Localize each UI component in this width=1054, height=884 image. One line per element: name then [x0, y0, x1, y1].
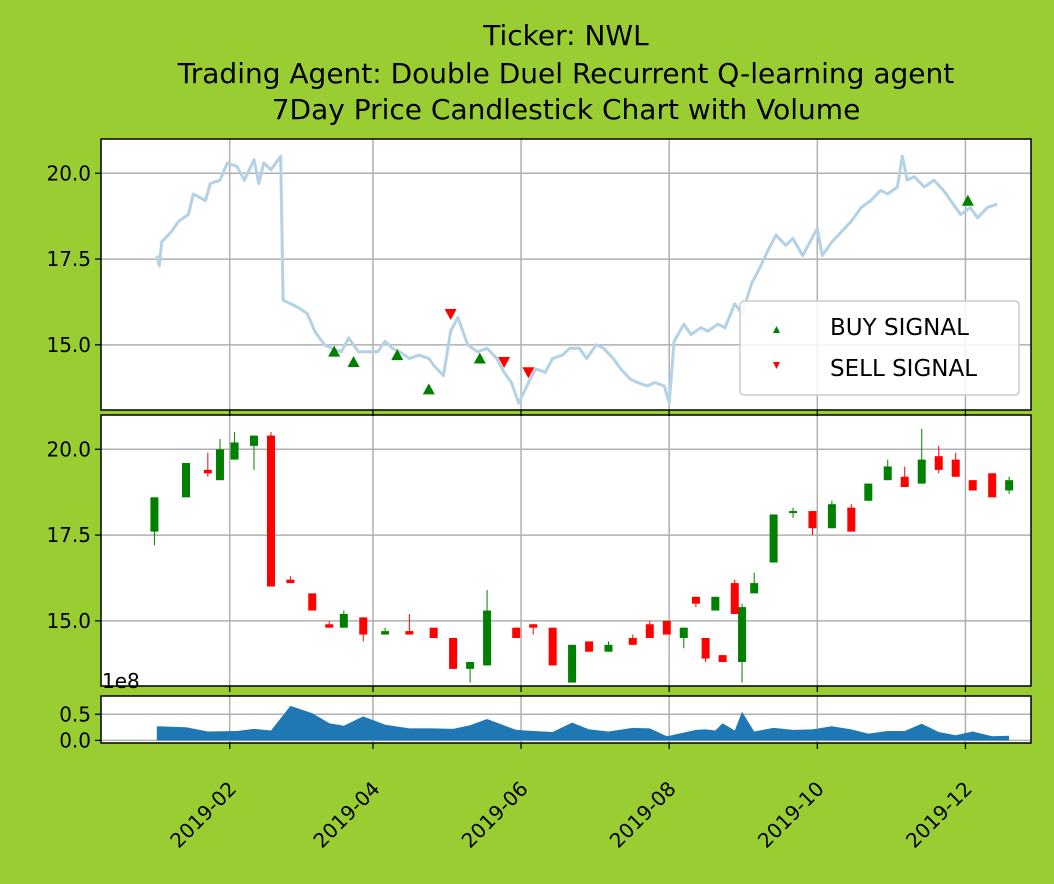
candle-body — [662, 620, 671, 635]
candlestick-panel — [150, 428, 1014, 683]
candle-body — [711, 596, 720, 611]
price-panel — [155, 154, 998, 405]
price-panel-frame — [100, 138, 1032, 411]
legend-sell-marker — [773, 362, 780, 369]
y-tick-label: 20.0 — [46, 161, 91, 185]
volume-y-tick-label: 0.0 — [59, 728, 91, 752]
signal-markers — [328, 194, 974, 395]
y-tick-label: 15.0 — [46, 609, 91, 633]
legend-buy-label: BUY SIGNAL — [830, 315, 969, 341]
candle-body — [449, 637, 458, 669]
sell-signal-marker — [498, 356, 511, 368]
candle-body — [150, 497, 159, 532]
legend-sell-label: SELL SIGNAL — [830, 356, 977, 382]
candle-body — [900, 476, 909, 488]
candle-body — [1005, 480, 1014, 491]
candle-body — [769, 514, 778, 563]
y-tick-label: 15.0 — [46, 333, 91, 357]
candle-body — [988, 473, 997, 498]
chart-title-line2: Trading Agent: Double Duel Recurrent Q-l… — [177, 57, 954, 90]
candle-body — [604, 644, 613, 652]
buy-signal-marker — [422, 383, 435, 395]
candle-body — [808, 511, 817, 529]
candle-body — [645, 624, 654, 638]
candle-body — [951, 459, 960, 477]
candle-body — [483, 610, 492, 666]
volume-offset-label: 1e8 — [102, 669, 140, 693]
volume-y-tick-label: 0.5 — [59, 702, 91, 726]
candle-body — [847, 507, 856, 532]
chart-title-line1: Ticker: NWL — [482, 19, 649, 52]
candle-body — [249, 435, 258, 446]
volume-panel — [156, 705, 1010, 741]
candle-body — [679, 627, 688, 638]
candle-body — [789, 511, 798, 514]
buy-signal-marker — [391, 349, 404, 361]
candle-body — [230, 442, 239, 460]
y-tick-label: 20.0 — [46, 437, 91, 461]
candle-body — [827, 504, 836, 529]
sell-signal-marker — [444, 308, 457, 320]
volume-panel-frame — [100, 695, 1032, 744]
candle-body — [215, 449, 224, 481]
candle-body — [934, 456, 943, 470]
candle-body — [203, 469, 212, 474]
candle-body — [429, 627, 438, 638]
legend: BUY SIGNAL SELL SIGNAL — [739, 300, 1020, 396]
candle-body — [718, 655, 727, 662]
candle-body — [691, 596, 700, 604]
legend-box — [739, 300, 1020, 396]
candle-body — [585, 641, 594, 652]
candle-body — [359, 617, 368, 635]
candle-body — [548, 627, 557, 666]
candle-body — [405, 631, 414, 635]
candle-body — [286, 579, 295, 584]
buy-signal-marker — [961, 194, 974, 206]
buy-signal-marker — [347, 355, 360, 367]
candle-body — [968, 480, 977, 491]
buy-signal-marker — [473, 352, 486, 364]
candle-body — [381, 631, 390, 635]
candle-body — [730, 583, 739, 614]
y-tick-label: 17.5 — [46, 247, 91, 271]
candle-body — [339, 613, 348, 628]
candle-panel-frame — [100, 414, 1032, 687]
candle-body — [266, 435, 275, 587]
candle-body — [466, 661, 475, 669]
chart-title-line3: 7Day Price Candlestick Chart with Volume — [272, 93, 861, 126]
y-tick-label: 17.5 — [46, 523, 91, 547]
candle-body — [883, 466, 892, 481]
candle-body — [325, 624, 334, 628]
candle-body — [512, 627, 521, 638]
candle-body — [738, 607, 747, 662]
candle-body — [628, 637, 637, 645]
candle-body — [864, 483, 873, 501]
candle-body — [308, 593, 317, 611]
candle-body — [701, 637, 710, 659]
candle-body — [568, 644, 577, 683]
sell-signal-marker — [522, 367, 535, 379]
candle-body — [529, 624, 538, 628]
legend-buy-marker — [773, 326, 780, 333]
candle-panel-bg — [101, 415, 1031, 686]
price-line — [155, 154, 998, 405]
candle-body — [917, 459, 926, 484]
candle-body — [181, 463, 190, 498]
volume-area — [156, 705, 1010, 741]
buy-signal-marker — [328, 345, 341, 357]
candle-body — [750, 583, 759, 594]
